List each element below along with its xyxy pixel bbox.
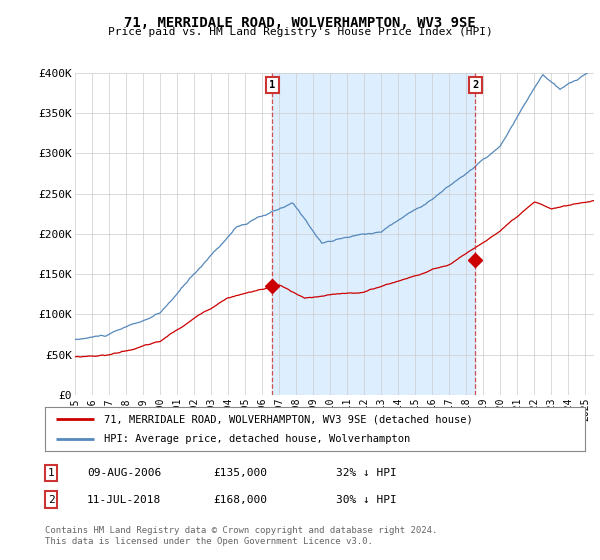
- Text: 71, MERRIDALE ROAD, WOLVERHAMPTON, WV3 9SE (detached house): 71, MERRIDALE ROAD, WOLVERHAMPTON, WV3 9…: [104, 414, 473, 424]
- Text: 32% ↓ HPI: 32% ↓ HPI: [336, 468, 397, 478]
- Text: 2: 2: [47, 494, 55, 505]
- Text: 1: 1: [269, 80, 275, 90]
- Text: 09-AUG-2006: 09-AUG-2006: [87, 468, 161, 478]
- Text: HPI: Average price, detached house, Wolverhampton: HPI: Average price, detached house, Wolv…: [104, 433, 410, 444]
- Text: 30% ↓ HPI: 30% ↓ HPI: [336, 494, 397, 505]
- Text: £168,000: £168,000: [213, 494, 267, 505]
- Text: Price paid vs. HM Land Registry's House Price Index (HPI): Price paid vs. HM Land Registry's House …: [107, 27, 493, 37]
- Text: 1: 1: [47, 468, 55, 478]
- Bar: [272, 73, 475, 395]
- Text: £135,000: £135,000: [213, 468, 267, 478]
- Text: Contains HM Land Registry data © Crown copyright and database right 2024.
This d: Contains HM Land Registry data © Crown c…: [45, 526, 437, 546]
- Text: 2: 2: [472, 80, 479, 90]
- Text: 11-JUL-2018: 11-JUL-2018: [87, 494, 161, 505]
- Text: 71, MERRIDALE ROAD, WOLVERHAMPTON, WV3 9SE: 71, MERRIDALE ROAD, WOLVERHAMPTON, WV3 9…: [124, 16, 476, 30]
